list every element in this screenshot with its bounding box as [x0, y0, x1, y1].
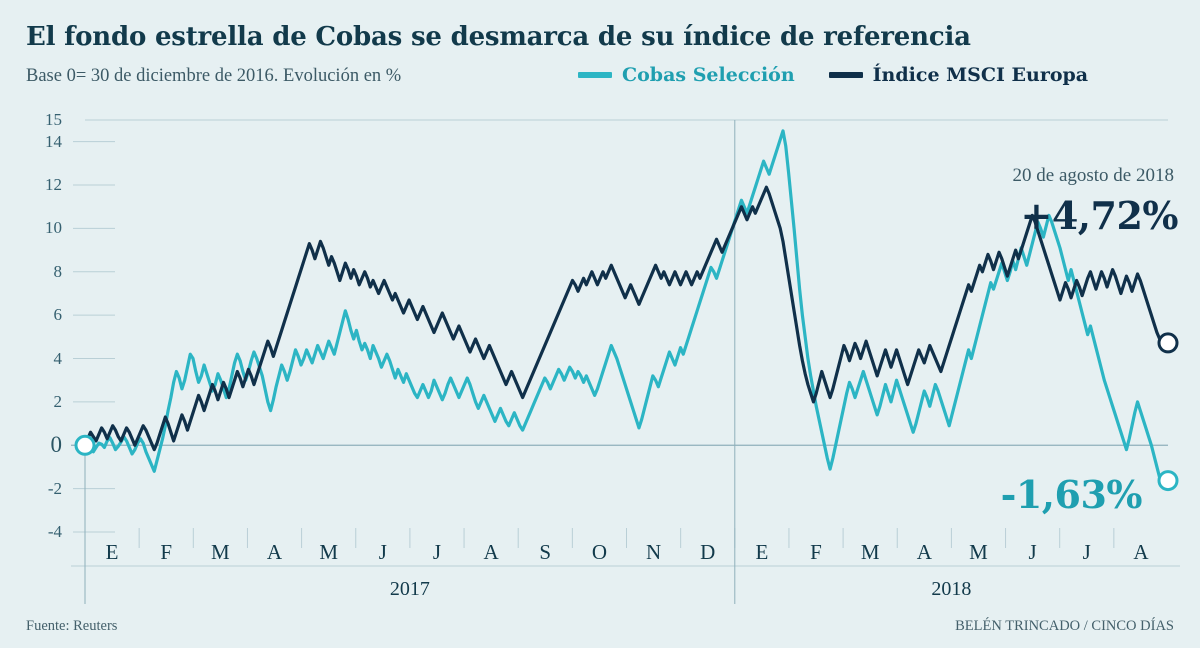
legend-label-cobas: Cobas Selección — [622, 64, 795, 86]
annotation-cobas-value: -1,63% — [1000, 472, 1143, 517]
annotation-date: 20 de agosto de 2018 — [1012, 165, 1174, 186]
legend-swatch-cobas — [578, 72, 612, 78]
series-line-cobas — [83, 129, 1170, 489]
legend-label-msci: Índice MSCI Europa — [872, 64, 1089, 86]
x-axis-year-label: 2018 — [931, 578, 972, 600]
x-axis-label: A — [483, 540, 499, 564]
x-axis-label: A — [1133, 540, 1149, 564]
credit-note: BELÉN TRINCADO / CINCO DÍAS — [955, 618, 1174, 634]
y-axis-label: 2 — [53, 391, 63, 411]
x-axis-label: J — [1028, 540, 1037, 564]
x-axis-label: F — [810, 540, 822, 564]
x-axis-label: M — [860, 540, 880, 564]
y-axis-label: 8 — [53, 261, 63, 281]
x-axis-label: A — [266, 540, 283, 564]
x-axis-year-label: 2017 — [389, 578, 430, 600]
page-title: El fondo estrella de Cobas se desmarca d… — [26, 22, 971, 52]
x-axis-label: D — [700, 540, 716, 564]
x-axis-label: E — [105, 540, 119, 564]
end-marker-msci — [1157, 332, 1179, 354]
x-axis-label: O — [591, 540, 608, 564]
y-axis-label: 6 — [53, 305, 63, 325]
y-axis-label: 4 — [53, 348, 63, 368]
series-line-msci — [83, 185, 1170, 452]
x-axis-label: E — [755, 540, 769, 564]
y-axis-label: -2 — [47, 478, 62, 498]
x-axis-label: S — [539, 540, 552, 564]
annotation-msci-value: +4,72% — [1020, 193, 1179, 238]
x-axis-label: J — [432, 540, 442, 564]
start-marker — [74, 434, 96, 456]
legend-item-msci: Índice MSCI Europa — [828, 64, 1089, 86]
y-axis-label: 14 — [45, 131, 62, 151]
chart-legend: Cobas Selección Índice MSCI Europa — [578, 64, 1088, 86]
x-axis-label: M — [969, 540, 988, 564]
x-axis-label: J — [378, 540, 387, 564]
y-axis-label: 0 — [50, 432, 63, 458]
y-axis-label: 15 — [45, 110, 62, 129]
y-axis-label: -4 — [47, 522, 62, 541]
x-axis-label: A — [916, 540, 932, 564]
x-axis-label: M — [211, 540, 230, 564]
chart-subtitle: Base 0= 30 de diciembre de 2016. Evoluci… — [26, 66, 402, 86]
end-marker-cobas — [1157, 470, 1179, 492]
x-axis-label: M — [319, 540, 339, 564]
legend-item-cobas: Cobas Selección — [578, 64, 795, 86]
legend-swatch-msci — [828, 72, 863, 78]
x-axis-label: J — [1082, 540, 1091, 564]
x-axis-label: F — [160, 540, 173, 564]
y-axis-label: 10 — [45, 218, 62, 238]
source-note: Fuente: Reuters — [26, 618, 118, 634]
y-axis-label: 12 — [45, 175, 62, 195]
x-axis-label: N — [645, 540, 662, 564]
